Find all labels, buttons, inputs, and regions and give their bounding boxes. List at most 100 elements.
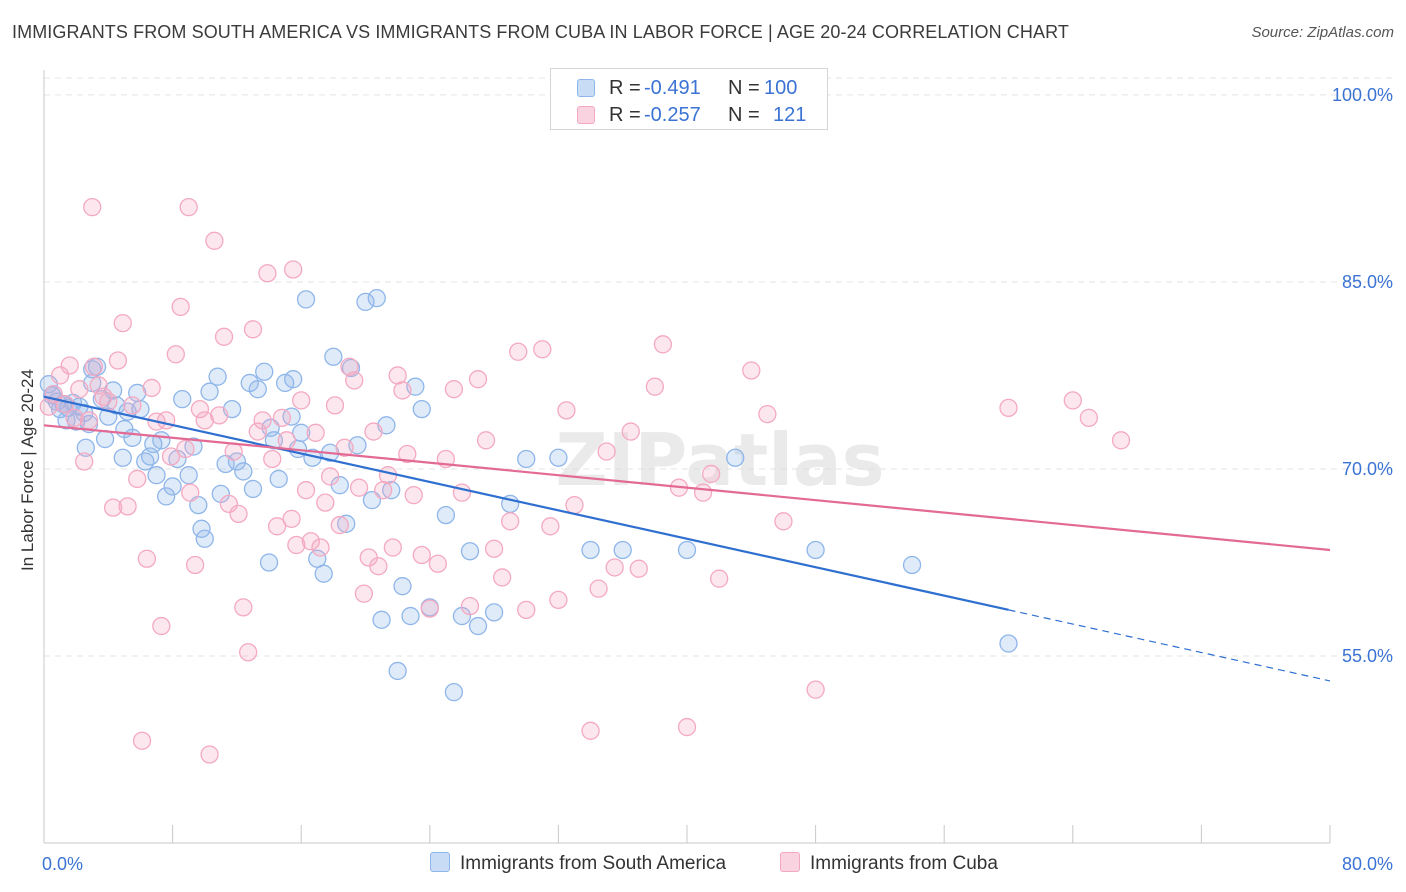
cuba-point bbox=[258, 264, 277, 283]
x-tick-label: 80.0% bbox=[1342, 854, 1393, 874]
cuba-point bbox=[267, 517, 287, 536]
cuba-point bbox=[597, 442, 616, 461]
cuba-point bbox=[325, 396, 345, 415]
tick-labels: 100.0% 85.0% 70.0% 55.0% 0.0% 80.0% bbox=[42, 85, 1393, 874]
south-america-point bbox=[200, 382, 219, 401]
cuba-point bbox=[248, 422, 267, 441]
south-america-point bbox=[147, 466, 166, 485]
cuba-point bbox=[316, 493, 335, 512]
cuba-point bbox=[1111, 431, 1131, 450]
south-america-point bbox=[269, 469, 288, 489]
cuba-point bbox=[79, 411, 99, 430]
series-cuba-points bbox=[39, 197, 1131, 764]
cuba-point bbox=[83, 197, 102, 217]
cuba-point bbox=[345, 371, 364, 390]
cuba-point bbox=[693, 483, 713, 502]
cuba-point bbox=[541, 517, 560, 536]
cuba-point bbox=[710, 569, 729, 588]
cuba-point bbox=[301, 532, 320, 551]
south-america-point bbox=[103, 381, 123, 400]
cuba-point bbox=[200, 745, 219, 764]
south-america-point bbox=[726, 448, 745, 467]
cuba-point bbox=[468, 370, 488, 389]
south-america-point bbox=[902, 555, 922, 575]
cuba-point bbox=[205, 231, 224, 250]
cuba-point bbox=[311, 538, 330, 557]
south-america-point bbox=[255, 362, 274, 381]
cuba-point bbox=[142, 378, 161, 398]
cuba-point bbox=[509, 342, 528, 361]
cuba-swatch bbox=[577, 106, 595, 124]
cuba-point bbox=[282, 509, 301, 528]
south-america-point bbox=[76, 438, 95, 457]
south-america-point bbox=[324, 347, 343, 366]
south-america-point bbox=[549, 448, 568, 467]
cuba-point bbox=[176, 439, 195, 459]
n-label: N = bbox=[728, 77, 760, 99]
cuba-point bbox=[605, 558, 624, 577]
cuba-point bbox=[195, 411, 214, 430]
source-label: Source: ZipAtlas.com bbox=[1251, 24, 1394, 41]
south-america-point bbox=[401, 606, 420, 626]
cuba-point bbox=[128, 469, 147, 489]
cuba-point bbox=[152, 616, 171, 636]
n-label: N = bbox=[728, 104, 760, 126]
south-america-point bbox=[460, 542, 480, 561]
cuba-point bbox=[364, 422, 383, 441]
cuba-point bbox=[214, 327, 234, 346]
cuba-point bbox=[1079, 408, 1099, 428]
cuba-point bbox=[460, 596, 480, 616]
cuba-point bbox=[742, 361, 761, 380]
cuba-point bbox=[263, 449, 282, 469]
stats-legend: R = -0.491 N = 100 R = -0.257 N = 121 bbox=[550, 68, 828, 130]
cuba-point bbox=[284, 260, 303, 279]
south-america-point bbox=[157, 487, 176, 506]
south-america-trend-extension bbox=[1008, 609, 1331, 682]
cuba-point bbox=[210, 406, 229, 425]
watermark: ZIPatlas bbox=[556, 418, 885, 502]
cuba-point bbox=[181, 483, 200, 502]
y-tick-label: 70.0% bbox=[1342, 459, 1393, 479]
cuba-point bbox=[383, 538, 402, 557]
south-america-point bbox=[314, 564, 333, 583]
legend-label: Immigrants from Cuba bbox=[810, 853, 998, 874]
south-america-point bbox=[412, 399, 431, 419]
x-tick-label: 0.0% bbox=[42, 854, 83, 874]
cuba-point bbox=[137, 549, 157, 568]
south-america-point bbox=[517, 449, 536, 469]
cuba-point bbox=[320, 467, 340, 486]
cuba-point bbox=[677, 717, 697, 737]
cuba-point bbox=[581, 721, 600, 740]
south-america-point bbox=[468, 616, 488, 636]
cuba-point bbox=[113, 313, 132, 333]
cuba-point bbox=[629, 559, 648, 578]
cuba-point bbox=[224, 442, 243, 461]
cuba-point bbox=[157, 411, 176, 430]
south-america-point bbox=[356, 292, 375, 312]
south-america-point bbox=[388, 661, 407, 681]
cuba-point bbox=[549, 590, 568, 610]
south-america-point bbox=[144, 434, 163, 454]
cuba-point bbox=[806, 680, 825, 699]
cuba-point bbox=[123, 396, 142, 415]
y-tick-label: 85.0% bbox=[1342, 272, 1393, 292]
cuba-point bbox=[190, 399, 210, 419]
cuba-point bbox=[229, 504, 248, 524]
cuba-point bbox=[589, 579, 608, 598]
cuba-point bbox=[185, 555, 205, 575]
cuba-point bbox=[428, 554, 447, 573]
south-america-point bbox=[677, 540, 697, 560]
y-tick-label: 55.0% bbox=[1342, 646, 1393, 666]
south-america-point bbox=[95, 429, 115, 449]
chart-title: IMMIGRANTS FROM SOUTH AMERICA VS IMMIGRA… bbox=[12, 22, 1069, 42]
cuba-point bbox=[701, 464, 721, 484]
r-label: R = bbox=[609, 104, 641, 126]
cuba-point bbox=[517, 600, 536, 620]
trend-lines bbox=[43, 395, 1331, 682]
south-america-swatch bbox=[577, 79, 595, 97]
cuba-point bbox=[404, 485, 423, 505]
south-america-point bbox=[292, 423, 311, 442]
south-america-point bbox=[436, 505, 456, 525]
cuba-point bbox=[89, 376, 108, 395]
